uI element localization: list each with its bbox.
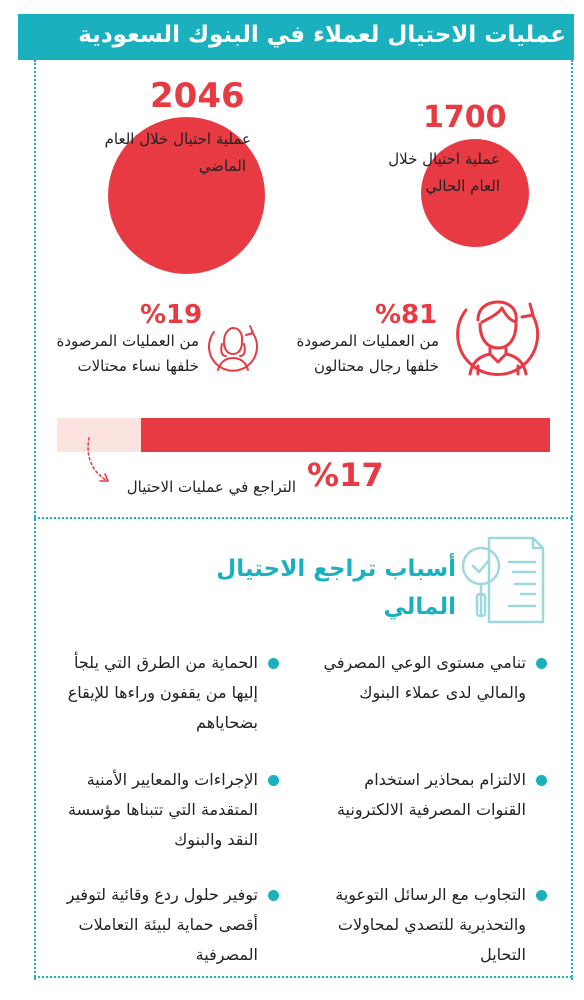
men-percent: %81 xyxy=(375,300,438,330)
women-percent: %19 xyxy=(140,300,203,330)
reason-line: التجاوب مع الرسائل التوعوية xyxy=(335,885,526,904)
bullet-dot xyxy=(536,890,547,901)
this-year-label-2: العام الحالي xyxy=(425,177,500,195)
last-year-circle xyxy=(108,117,265,274)
page-title: عمليات الاحتيال لعملاء في البنوك السعودي… xyxy=(78,22,566,48)
decline-bar-fill xyxy=(141,418,550,452)
bullet-dot xyxy=(536,775,547,786)
reason-line: توفير حلول ردع وقائية لتوفير xyxy=(66,885,258,904)
reason-line: التحايل xyxy=(480,945,526,964)
woman-icon xyxy=(202,320,264,378)
reason-line: المصرفية xyxy=(195,945,258,964)
reason-line: المتقدمة التي تتبناها مؤسسة xyxy=(68,800,258,819)
reason-line: أقصى حماية لبيئة التعاملات xyxy=(78,915,258,934)
reason-line: النقد والبنوك xyxy=(174,830,258,849)
dotted-arrow-icon xyxy=(82,436,118,492)
reason-line: الحماية من الطرق التي يلجأ xyxy=(73,653,258,672)
bullet-dot xyxy=(268,890,279,901)
reason-line: إليها من يقفون وراءها للإيقاع xyxy=(67,683,258,702)
reason-line: بضحاياهم xyxy=(196,713,258,732)
reasons-title-2: المالي xyxy=(383,594,456,620)
men-label-2: خلفها رجال محتالون xyxy=(314,357,439,375)
last-year-value: 2046 xyxy=(150,76,245,116)
reason-line: القنوات المصرفية الالكترونية xyxy=(336,800,526,819)
header-bar xyxy=(18,14,574,60)
bullet-dot xyxy=(536,658,547,669)
decline-label: التراجع في عمليات الاحتيال xyxy=(126,478,296,496)
last-year-label-2: الماضي xyxy=(198,157,246,175)
women-label-2: خلفها نساء محتالات xyxy=(77,357,199,375)
reason-line: الإجراءات والمعايير الأمنية xyxy=(86,770,258,789)
reasons-title-1: أسباب تراجع الاحتيال xyxy=(216,556,456,582)
bullet-dot xyxy=(268,658,279,669)
man-icon xyxy=(444,292,552,378)
bullet-dot xyxy=(268,775,279,786)
women-label-1: من العمليات المرصودة xyxy=(56,332,199,350)
reason-line: والتحذيرية للتصدي لمحاولات xyxy=(337,915,526,934)
reason-line: والمالي لدى عملاء البنوك xyxy=(359,683,526,702)
last-year-label-1: عملية احتيال خلال العام xyxy=(104,130,251,148)
frame-right xyxy=(571,60,573,980)
reason-line: الالتزام بمحاذير استخدام xyxy=(364,770,526,789)
bottom-divider xyxy=(34,976,572,978)
checklist-magnifier-icon xyxy=(459,532,547,628)
this-year-circle xyxy=(421,139,529,247)
frame-left xyxy=(34,60,36,980)
reason-line: تنامي مستوى الوعي المصرفي xyxy=(323,653,526,672)
this-year-label-1: عملية احتيال خلال xyxy=(388,150,500,168)
section-divider xyxy=(34,517,572,519)
decline-percent: %17 xyxy=(307,456,384,494)
this-year-value: 1700 xyxy=(423,100,507,135)
men-label-1: من العمليات المرصودة xyxy=(296,332,439,350)
